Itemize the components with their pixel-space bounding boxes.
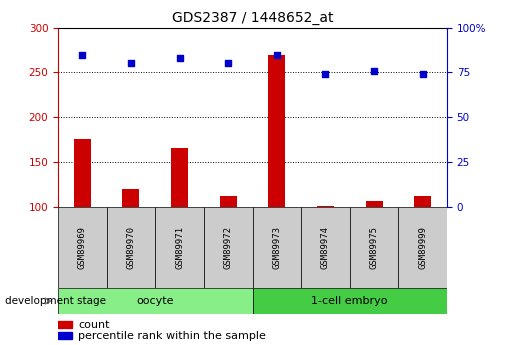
Text: GSM89975: GSM89975 bbox=[370, 226, 379, 269]
Text: oocyte: oocyte bbox=[136, 296, 174, 306]
Bar bbox=[58, 288, 252, 314]
Text: GSM89999: GSM89999 bbox=[418, 226, 427, 269]
Point bbox=[419, 71, 427, 77]
Bar bbox=[74, 139, 91, 297]
Bar bbox=[252, 207, 301, 288]
Bar bbox=[58, 207, 107, 288]
Point bbox=[273, 52, 281, 57]
Point bbox=[127, 61, 135, 66]
Bar bbox=[58, 321, 72, 328]
Bar bbox=[107, 207, 156, 288]
Bar bbox=[58, 332, 72, 339]
Text: GSM89970: GSM89970 bbox=[126, 226, 135, 269]
Bar bbox=[414, 196, 431, 297]
Bar bbox=[204, 207, 252, 288]
Bar bbox=[366, 201, 382, 297]
Bar bbox=[123, 189, 139, 297]
Text: GSM89973: GSM89973 bbox=[272, 226, 281, 269]
Text: development stage: development stage bbox=[5, 296, 106, 306]
Bar bbox=[398, 207, 447, 288]
Bar bbox=[220, 196, 237, 297]
Text: GSM89971: GSM89971 bbox=[175, 226, 184, 269]
Text: GSM89969: GSM89969 bbox=[78, 226, 87, 269]
Point bbox=[78, 52, 86, 57]
Bar bbox=[350, 207, 398, 288]
Text: GSM89972: GSM89972 bbox=[224, 226, 233, 269]
Bar bbox=[268, 55, 285, 297]
Point bbox=[321, 71, 329, 77]
Text: GSM89974: GSM89974 bbox=[321, 226, 330, 269]
Text: 1-cell embryo: 1-cell embryo bbox=[312, 296, 388, 306]
Bar bbox=[252, 288, 447, 314]
Bar bbox=[317, 206, 334, 297]
Point bbox=[370, 68, 378, 73]
Bar bbox=[301, 207, 350, 288]
Text: count: count bbox=[78, 320, 110, 329]
Bar bbox=[171, 148, 188, 297]
Bar bbox=[156, 207, 204, 288]
Title: GDS2387 / 1448652_at: GDS2387 / 1448652_at bbox=[172, 11, 333, 25]
Point bbox=[176, 55, 184, 61]
Text: percentile rank within the sample: percentile rank within the sample bbox=[78, 331, 266, 341]
Point bbox=[224, 61, 232, 66]
